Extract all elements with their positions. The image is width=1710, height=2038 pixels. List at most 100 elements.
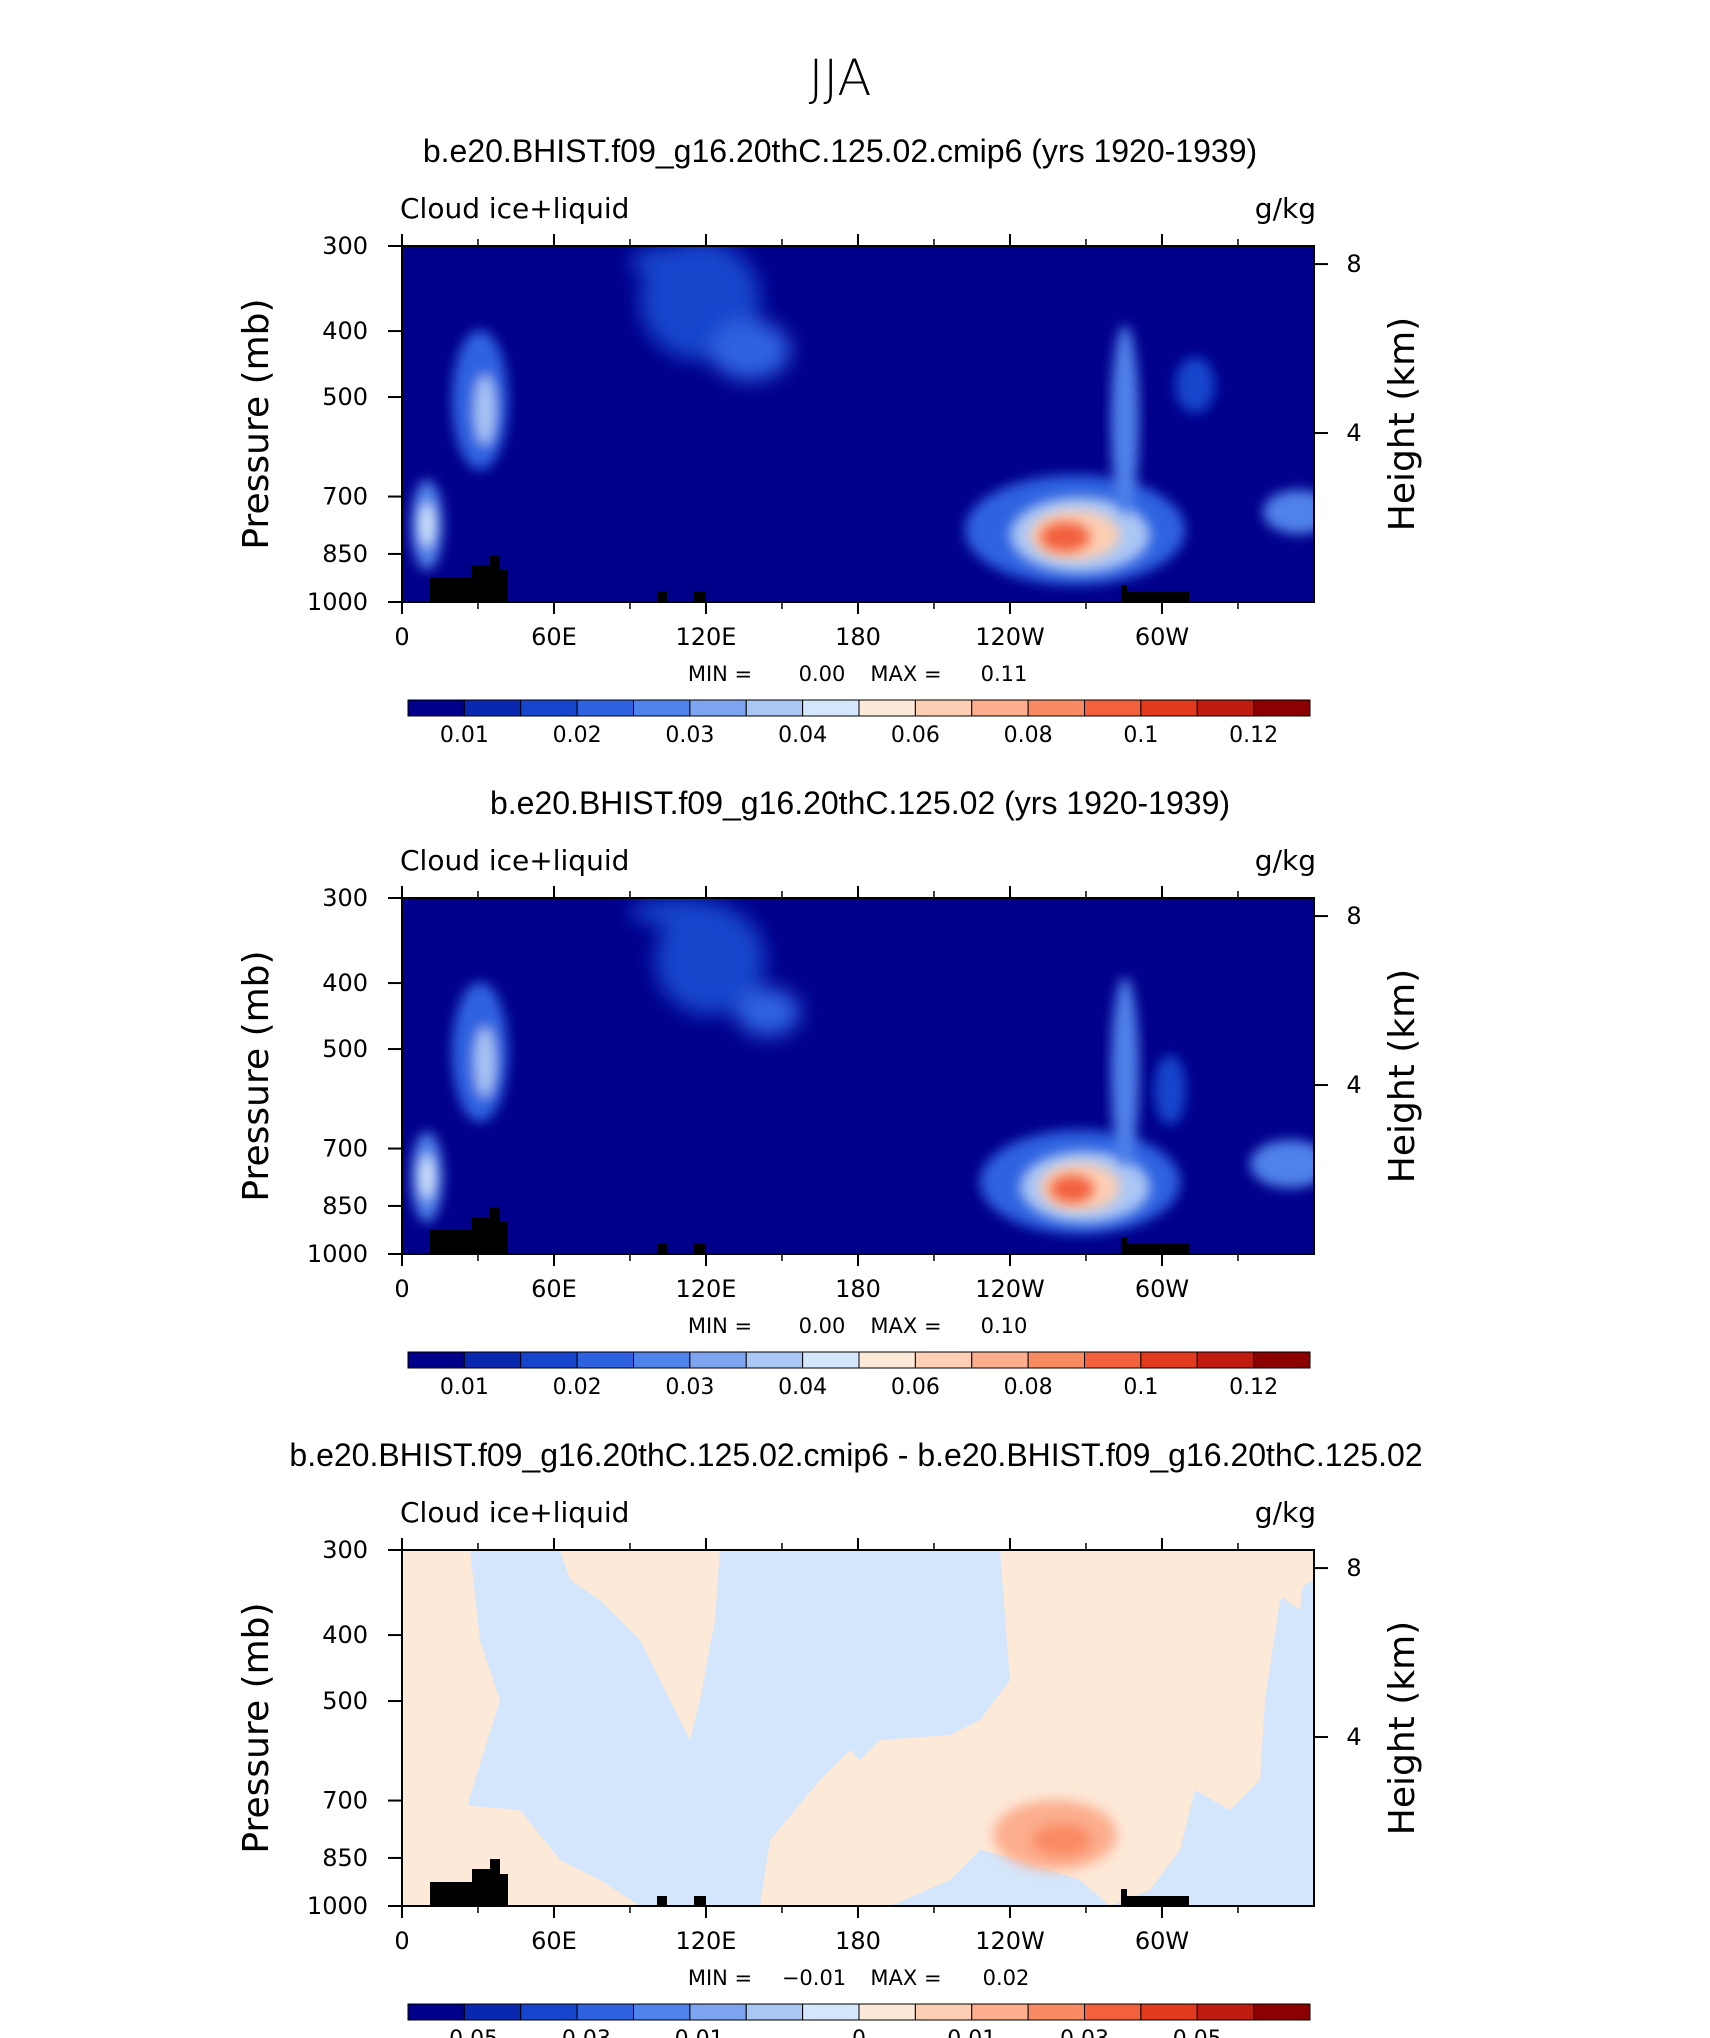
panel-2-contour-field	[402, 898, 1314, 1254]
panel-1-right-tick-label: 8	[1346, 250, 1361, 278]
panel-1-x-tick-label: 0	[394, 623, 409, 651]
panel-3-y-tick-label: 300	[322, 1536, 368, 1564]
panel-2-x-tick-label: 120E	[676, 1275, 737, 1303]
panel-3-colorbar-box	[1253, 2003, 1311, 2021]
panel-2-colorbar-label: 0.04	[778, 1375, 827, 1400]
panel-1-africa-cloud	[411, 330, 508, 570]
panel-2-colorbar-box	[1084, 1351, 1142, 1369]
panel-3-colorbar-label: −0.05	[431, 2027, 498, 2038]
panel-3-y-tick-label: 500	[322, 1687, 368, 1715]
panel-1-y-tick-label: 1000	[307, 588, 368, 616]
panel-1-andes-cloud	[965, 325, 1314, 585]
panel-2-colorbar-label: 0.08	[1004, 1375, 1053, 1400]
panel-1-colorbar-box	[407, 699, 465, 717]
panel-3-max-value: 0.02	[983, 1966, 1030, 1990]
panel-3-y-tick-label: 400	[322, 1621, 368, 1649]
panel-1-colorbar-box	[633, 699, 691, 717]
panel-1-right-tick-label: 4	[1346, 419, 1361, 447]
panel-1-colorbar-label: 0.06	[891, 723, 940, 748]
panel-2-units-label: g/kg	[1255, 844, 1316, 877]
panel-2-y-tick-label: 400	[322, 969, 368, 997]
panel-3-colorbar: −0.05 −0.03 −0.01 0 0.01 0.03 0.05	[407, 2003, 1311, 2038]
panel-3-topography	[430, 1859, 1189, 1906]
panel-3-x-tick-label: 180	[835, 1927, 881, 1955]
panel-3-x-tick-label: 0	[394, 1927, 409, 1955]
panel-1-colorbar-box	[802, 699, 860, 717]
panel-3-title: b.e20.BHIST.f09_g16.20thC.125.02.cmip6 -…	[289, 1437, 1422, 1473]
panel-3-colorbar-label: 0.05	[1173, 2027, 1222, 2038]
panel-1-y-tick-label: 500	[322, 383, 368, 411]
panel-2-colorbar-label: 0.12	[1229, 1375, 1278, 1400]
panel-2-topography	[430, 1207, 1189, 1254]
panel-2-title: b.e20.BHIST.f09_g16.20thC.125.02 (yrs 19…	[490, 785, 1230, 821]
panel-1-colorbar-label: 0.08	[1004, 723, 1053, 748]
panel-3-colorbar-box	[520, 2003, 578, 2021]
panel-1-min-label: MIN =	[688, 662, 752, 686]
panel-2-andes-cloud	[980, 977, 1314, 1234]
panel-2-colorbar-box	[633, 1351, 691, 1369]
panel-3-axes: 0 60E 120E 180 120W 60W 300 400 500 700 850 1000 8 4 P…	[236, 1536, 1423, 1955]
panel-1-x-tick-label: 60E	[531, 623, 577, 651]
panel-2-max-value: 0.10	[981, 1314, 1028, 1338]
panel-2-colorbar-label: 0.03	[665, 1375, 714, 1400]
panel-2-ylabel-right: Height (km)	[1382, 969, 1423, 1183]
panel-3-colorbar-box	[1140, 2003, 1198, 2021]
panel-2-colorbar-box	[914, 1351, 973, 1369]
panel-1-colorbar-label: 0.04	[778, 723, 827, 748]
panel-2-colorbar-box	[802, 1351, 860, 1369]
panel-3-positive-regions	[402, 1550, 1314, 1906]
panel-1-colorbar-label: 0.1	[1123, 723, 1158, 748]
panel-1-max-label: MAX =	[870, 662, 941, 686]
panel-3-colorbar-box	[1027, 2003, 1085, 2021]
panel-1-x-tick-label: 60W	[1135, 623, 1189, 651]
panel-3-colorbar-box	[689, 2003, 747, 2021]
panel-2-y-tick-label: 850	[322, 1192, 368, 1220]
panel-3-y-tick-label: 700	[322, 1787, 368, 1815]
panel-3-colorbar-box	[802, 2003, 860, 2021]
panel-3-colorbar-box	[576, 2003, 634, 2021]
panel-2-colorbar-box	[1027, 1351, 1085, 1369]
panel-2-right-tick-label: 4	[1346, 1071, 1361, 1099]
panel-2-x-tick-label: 180	[835, 1275, 881, 1303]
panel-3-colorbar-box	[1196, 2003, 1255, 2021]
panel-3: b.e20.BHIST.f09_g16.20thC.125.02.cmip6 -…	[236, 1437, 1423, 2038]
panel-3-colorbar-box	[407, 2003, 465, 2021]
panel-1-colorbar-box	[858, 699, 916, 717]
panel-1-colorbar-box	[1196, 699, 1255, 717]
panel-3-colorbar-label: −0.03	[543, 2027, 610, 2038]
panel-3-contour-field	[402, 1550, 1314, 1906]
panel-3-colorbar-box	[858, 2003, 916, 2021]
panel-2-upper-cloud-120e	[630, 898, 800, 1036]
panel-2-min-value: 0.00	[799, 1314, 846, 1338]
panel-1-colorbar-label: 0.03	[665, 723, 714, 748]
panel-1-units-label: g/kg	[1255, 192, 1316, 225]
panel-3-colorbar-label: 0.03	[1060, 2027, 1109, 2038]
panel-3-min-label: MIN =	[688, 1966, 752, 1990]
panel-3-colorbar-box	[971, 2003, 1029, 2021]
panel-1-contour-field	[402, 246, 1314, 602]
panel-1-axes: 0 60E 120E 180 120W 60W 300 400 500 700 850 1000 8 4 P…	[236, 232, 1423, 651]
panel-2-x-tick-label: 60W	[1135, 1275, 1189, 1303]
panel-1-colorbar-box	[520, 699, 578, 717]
panel-1-colorbar-label: 0.01	[440, 723, 489, 748]
panel-2-colorbar-label: 0.06	[891, 1375, 940, 1400]
panel-2-africa-cloud	[411, 982, 508, 1222]
panel-2-min-label: MIN =	[688, 1314, 752, 1338]
panel-1-x-tick-label: 120W	[975, 623, 1045, 651]
panel-3-units-label: g/kg	[1255, 1496, 1316, 1529]
panel-1-colorbar-label: 0.12	[1229, 723, 1278, 748]
panel-2-colorbar-label: 0.1	[1123, 1375, 1158, 1400]
panel-3-colorbar-box	[463, 2003, 522, 2021]
panel-2-y-tick-label: 300	[322, 884, 368, 912]
panel-1-colorbar-box	[1027, 699, 1085, 717]
panel-2-y-tick-label: 500	[322, 1035, 368, 1063]
panel-1-colorbar-box	[1084, 699, 1142, 717]
panel-3-ylabel-right: Height (km)	[1382, 1621, 1423, 1835]
panel-3-x-tick-label: 120E	[676, 1927, 737, 1955]
panel-1-colorbar-box	[1140, 699, 1198, 717]
panel-3-colorbar-label: 0.01	[947, 2027, 996, 2038]
panel-2-colorbar-box	[1196, 1351, 1255, 1369]
panel-2-colorbar: 0.01 0.02 0.03 0.04 0.06 0.08 0.1 0.12	[407, 1351, 1311, 1400]
panel-1-variable-label: Cloud ice+liquid	[400, 192, 629, 225]
